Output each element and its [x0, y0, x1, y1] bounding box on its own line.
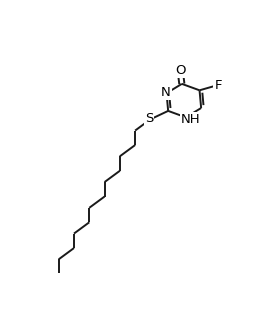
Text: NH: NH [181, 113, 201, 126]
Text: F: F [214, 79, 222, 92]
Text: O: O [175, 64, 185, 77]
Text: S: S [145, 112, 153, 125]
Text: N: N [161, 86, 171, 99]
